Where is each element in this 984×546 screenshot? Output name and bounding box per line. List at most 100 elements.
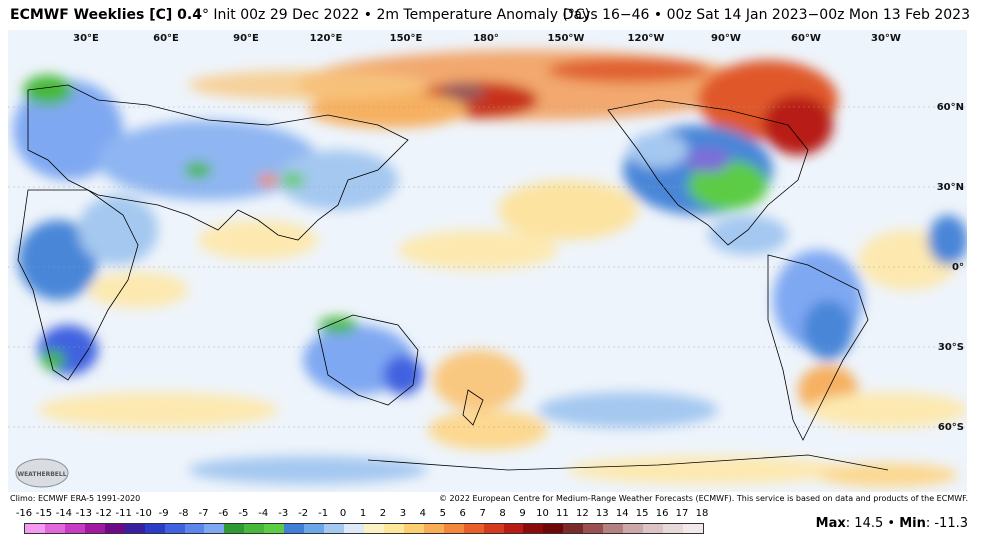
- max-min-stats: Max: 14.5 • Min: -11.3: [815, 516, 968, 531]
- legend-label: 14: [615, 508, 629, 519]
- legend-label: -13: [75, 508, 92, 519]
- chart-title: ECMWF Weeklies [C] 0.4° Init 00z 29 Dec …: [10, 7, 590, 23]
- legend-label: 10: [536, 508, 549, 519]
- legend-label: 1: [359, 508, 367, 519]
- lon-label: 30°E: [73, 33, 99, 44]
- legend-swatch: [304, 524, 325, 533]
- legend-label: 8: [499, 508, 506, 519]
- legend-label: -5: [238, 508, 249, 519]
- legend-swatch: [284, 524, 305, 533]
- header: ECMWF Weeklies [C] 0.4° Init 00z 29 Dec …: [0, 0, 984, 30]
- lon-label: 90°E: [233, 33, 259, 44]
- legend-swatch: [423, 524, 444, 533]
- legend-label: 12: [575, 508, 589, 519]
- lon-label: 90°W: [711, 33, 741, 44]
- lon-label: 120°W: [628, 33, 665, 44]
- max-value: 14.5: [854, 516, 884, 531]
- lon-label: 120°E: [310, 33, 343, 44]
- legend-swatch: [64, 524, 85, 533]
- legend-swatch: [523, 524, 544, 533]
- legend-swatch: [164, 524, 185, 533]
- legend-swatch: [204, 524, 225, 533]
- legend-label: -6: [218, 508, 229, 519]
- legend-swatch: [84, 524, 105, 533]
- lat-label: 30°S: [938, 342, 964, 353]
- legend-label: -9: [158, 508, 169, 519]
- legend-color-bar: [24, 523, 704, 534]
- legend-swatch: [663, 524, 683, 533]
- africa-outline: [17, 189, 139, 381]
- lat-label: 0°: [952, 262, 964, 273]
- australia-outline: [317, 314, 419, 406]
- legend-label: -10: [135, 508, 152, 519]
- lon-label: 60°W: [791, 33, 821, 44]
- legend-swatch: [563, 524, 584, 533]
- legend-label: -7: [198, 508, 209, 519]
- lon-label: 180°: [473, 33, 499, 44]
- lat-label: 60°N: [937, 102, 964, 113]
- lat-label: 30°N: [937, 182, 964, 193]
- legend-swatch: [503, 524, 524, 533]
- color-legend: -16 -15 -14 -13 -12 -11 -10 -9 -8 -7 -6 -5 -4 -3 -2 -1 0…: [16, 508, 709, 534]
- title-init: ° Init 00z 29 Dec 2022 • 2m Temperature …: [201, 7, 591, 23]
- legend-label: -16: [15, 508, 33, 519]
- legend-label: 7: [479, 508, 486, 519]
- legend-swatch: [184, 524, 205, 533]
- climo-note: Climo: ECMWF ERA-5 1991-2020: [10, 494, 141, 503]
- legend-label: -11: [115, 508, 132, 519]
- legend-label: 9: [519, 508, 526, 519]
- legend-swatch: [443, 524, 464, 533]
- weatherbell-logo: WEATHERBELL: [15, 458, 69, 488]
- new-zealand-outline: [462, 389, 484, 426]
- latitude-labels: 60°N 30°N 0° 30°S 60°S: [937, 102, 964, 433]
- legend-swatch: [623, 524, 644, 533]
- legend-swatch: [463, 524, 484, 533]
- coastlines: [17, 84, 889, 471]
- legend-swatch: [104, 524, 125, 533]
- logo-text: WEATHERBELL: [17, 471, 66, 478]
- legend-label: -2: [298, 508, 309, 519]
- legend-swatch: [224, 524, 245, 533]
- legend-swatch: [324, 524, 344, 533]
- min-value: -11.3: [934, 516, 968, 531]
- legend-swatch: [643, 524, 663, 533]
- legend-label: 4: [419, 508, 426, 519]
- legend-swatch: [403, 524, 424, 533]
- lon-label: 30°W: [871, 33, 901, 44]
- lon-label: 60°E: [153, 33, 179, 44]
- legend-swatch: [124, 524, 145, 533]
- legend-swatch: [25, 524, 45, 533]
- lon-label: 150°W: [548, 33, 585, 44]
- legend-label: 6: [459, 508, 466, 519]
- title-model: ECMWF Weeklies [C] 0.4: [10, 7, 202, 23]
- legend-swatch: [583, 524, 604, 533]
- legend-label: -4: [258, 508, 269, 519]
- min-label: Min: [899, 516, 926, 531]
- legend-label: -3: [278, 508, 289, 519]
- legend-swatch: [44, 524, 65, 533]
- legend-label: 11: [556, 508, 569, 519]
- legend-swatch: [682, 524, 703, 533]
- legend-label: -14: [55, 508, 73, 519]
- eurasia-outline: [27, 84, 409, 241]
- valid-period: Days 16−46 • 00z Sat 14 Jan 2023−00z Mon…: [562, 7, 970, 23]
- north-america-outline: [607, 99, 809, 246]
- legend-swatch: [483, 524, 504, 533]
- max-label: Max: [815, 516, 846, 531]
- legend-label: 0: [339, 508, 347, 519]
- legend-swatch: [363, 524, 384, 533]
- legend-label: 17: [675, 508, 689, 519]
- legend-swatch: [344, 524, 364, 533]
- legend-label: 2: [379, 508, 387, 519]
- lon-label: 150°E: [390, 33, 423, 44]
- legend-label: -8: [178, 508, 189, 519]
- legend-label: 13: [595, 508, 609, 519]
- longitude-labels: 30°E 60°E 90°E 120°E 150°E 180° 150°W 12…: [73, 33, 901, 44]
- legend-swatch: [383, 524, 404, 533]
- south-america-outline: [767, 254, 869, 441]
- legend-label: 16: [655, 508, 669, 519]
- legend-label: 5: [439, 508, 446, 519]
- legend-label: -15: [35, 508, 53, 519]
- legend-labels: -16 -15 -14 -13 -12 -11 -10 -9 -8 -7 -6 -5 -4 -3 -2 -1 0…: [16, 508, 709, 522]
- legend-swatch: [244, 524, 265, 533]
